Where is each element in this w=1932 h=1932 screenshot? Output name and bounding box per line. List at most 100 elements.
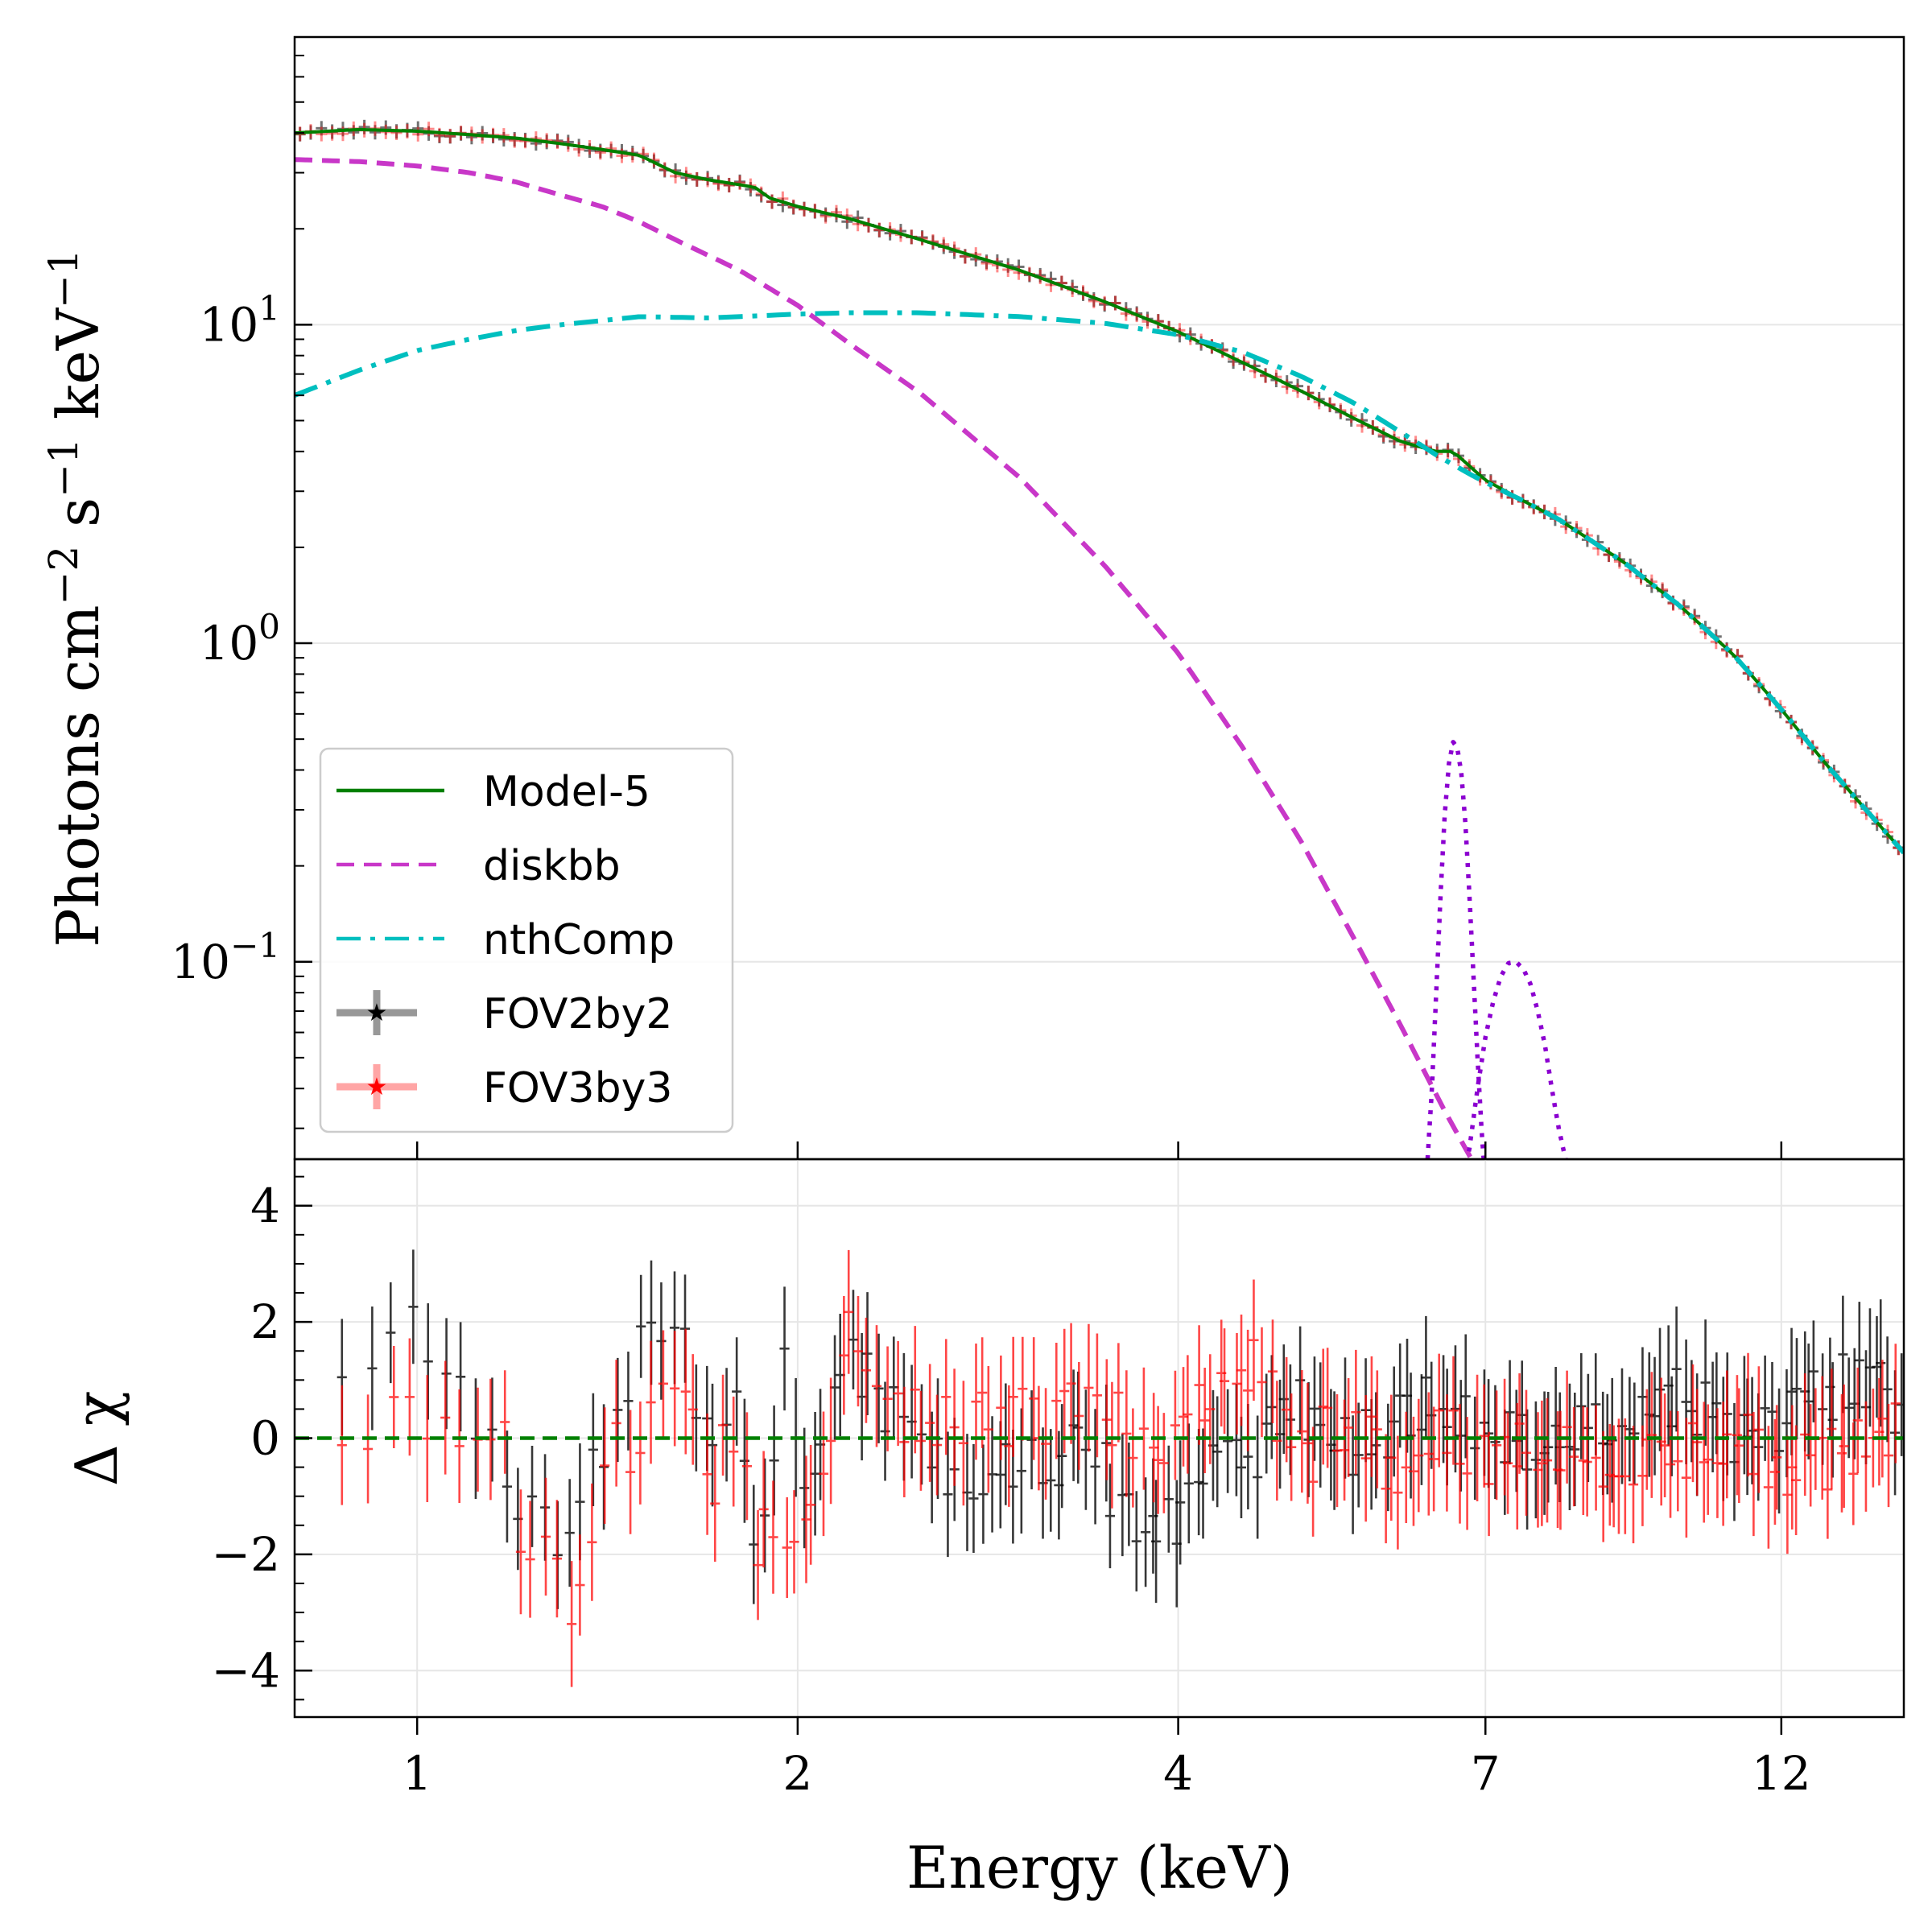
residual-point-fov3by3-124 [1484, 1431, 1494, 1537]
residual-point-fov3by3-15 [575, 1534, 585, 1636]
residual-point-fov3by3-96 [1286, 1393, 1297, 1501]
bot-xtick-label-3: 7 [1471, 1746, 1501, 1801]
top-ytick-label-base-1: 10 [199, 616, 258, 671]
residual-point-fov2by2-52 [943, 1431, 953, 1558]
residual-point-fov3by3-2 [389, 1345, 399, 1449]
legend-item-fov2by2: ★ FOV2by2 [336, 990, 672, 1038]
model-curve-model-5 [295, 127, 1904, 854]
residual-point-fov2by2-86 [1212, 1396, 1223, 1508]
residual-point-fov3by3-92 [1257, 1327, 1267, 1438]
residual-point-fov3by3-65 [1051, 1342, 1062, 1459]
residual-point-fov2by2-16 [588, 1393, 598, 1506]
residual-point-fov3by3-98 [1302, 1382, 1313, 1504]
y-label-photons: Photons cm [44, 605, 112, 947]
residual-point-fov2by2-22 [656, 1282, 667, 1400]
residual-point-fov3by3-48 [910, 1326, 920, 1454]
residual-point-fov3by3-3 [404, 1338, 415, 1456]
residual-point-fov2by2-92 [1261, 1373, 1272, 1474]
residual-point-fov3by3-133 [1542, 1397, 1553, 1523]
residual-point-fov2by2-6 [456, 1322, 466, 1432]
residual-point-fov3by3-62 [1029, 1337, 1039, 1460]
residual-point-fov3by3-188 [1890, 1344, 1901, 1463]
top-ytick-label-exp-1: 0 [258, 607, 280, 646]
residual-point-fov3by3-147 [1637, 1425, 1648, 1526]
residual-point-fov3by3-54 [958, 1381, 968, 1506]
residual-point-fov3by3-173 [1800, 1373, 1810, 1496]
residual-point-fov3by3-111 [1393, 1435, 1403, 1550]
residual-point-fov3by3-40 [839, 1296, 849, 1415]
residual-point-fov3by3-169 [1772, 1405, 1782, 1510]
bot-xtick-label-1: 2 [782, 1746, 812, 1801]
residual-point-fov2by2-34 [779, 1286, 790, 1411]
legend-label-2: nthComp [483, 916, 675, 964]
residual-point-fov3by3-36 [801, 1455, 811, 1583]
residual-point-fov3by3-94 [1272, 1381, 1282, 1501]
legend-label-3: FOV2by2 [483, 990, 672, 1038]
residual-point-fov3by3-87 [1219, 1328, 1230, 1435]
residual-point-fov2by2-122 [1470, 1396, 1480, 1501]
residual-point-fov3by3-80 [1170, 1370, 1180, 1480]
residual-point-fov3by3-47 [899, 1386, 910, 1497]
residual-point-fov2by2-9 [502, 1430, 513, 1543]
residual-point-fov3by3-71 [1101, 1359, 1112, 1480]
residual-point-fov3by3-91 [1249, 1279, 1259, 1402]
spectrum-point-fov2by2-25 [562, 134, 574, 150]
residual-point-fov3by3-114 [1414, 1398, 1424, 1513]
residual-point-fov2by2-186 [1876, 1299, 1886, 1427]
residual-point-fov2by2-19 [623, 1351, 634, 1451]
model-curve-nthcomp [295, 310, 1904, 855]
residual-point-fov3by3-153 [1673, 1410, 1683, 1512]
residual-point-fov3by3-64 [1041, 1388, 1051, 1500]
spectrum-point-fov2by2-41 [734, 174, 746, 189]
residuals-x-ticks: 1 2 4 7 12 [402, 1717, 1811, 1801]
spectrum-x-ticks [415, 1141, 1783, 1159]
residual-data-points [336, 1249, 1904, 1687]
residual-point-fov3by3-49 [915, 1390, 927, 1491]
residual-point-fov2by2-153 [1671, 1306, 1682, 1432]
residual-point-fov2by2-64 [1046, 1429, 1056, 1532]
residual-point-fov3by3-78 [1153, 1406, 1163, 1514]
model-curve-diskbb [295, 157, 1475, 1159]
residual-point-fov2by2-119 [1450, 1345, 1461, 1473]
residual-point-fov3by3-109 [1381, 1434, 1391, 1544]
bottom-gridlines [295, 1159, 1904, 1717]
bot-ytick-label-3: 2 [250, 1294, 280, 1349]
residual-point-fov3by3-56 [977, 1337, 988, 1448]
residual-point-fov2by2-3 [408, 1249, 419, 1364]
spectrum-point-fov2by2-19 [497, 131, 510, 147]
residual-point-fov3by3-127 [1502, 1412, 1513, 1514]
residual-point-fov2by2-168 [1767, 1362, 1777, 1462]
top-ytick-label-base-2: 10 [199, 297, 258, 352]
spectrum-point-fov2by2-11 [412, 121, 424, 136]
residual-point-fov3by3-85 [1205, 1354, 1216, 1464]
residual-point-fov3by3-146 [1628, 1426, 1639, 1544]
spectrum-point-fov2by2-7 [369, 125, 381, 140]
top-ytick-label-1: 100 [199, 607, 280, 671]
y-label-kev: keV [44, 307, 112, 438]
residual-point-fov2by2-78 [1151, 1480, 1162, 1604]
residual-point-fov2by2-37 [810, 1411, 820, 1536]
spectrum-point-fov2by2-5 [348, 125, 360, 140]
legend-item-fov3by3: ★ FOV3by3 [336, 1064, 672, 1113]
y-label-exp-s: −1 [40, 438, 87, 497]
residual-point-fov2by2-108 [1371, 1392, 1381, 1499]
residual-point-fov3by3-152 [1665, 1410, 1676, 1518]
spectrum-point-fov3by3-44 [766, 194, 778, 209]
legend-item-diskbb: diskbb [336, 842, 621, 890]
x-axis-label: Energy (keV) [906, 1834, 1293, 1901]
residual-point-fov3by3-123 [1479, 1384, 1489, 1488]
residual-point-fov2by2-157 [1700, 1319, 1711, 1446]
residual-point-fov3by3-129 [1514, 1373, 1525, 1474]
residual-point-fov2by2-115 [1421, 1315, 1431, 1439]
residual-point-fov3by3-10 [515, 1489, 526, 1615]
residual-point-fov2by2-5 [441, 1318, 452, 1430]
residual-point-fov3by3-166 [1753, 1366, 1764, 1493]
residual-point-fov2by2-61 [1016, 1408, 1026, 1534]
residual-point-fov3by3-73 [1113, 1343, 1124, 1443]
residual-point-fov2by2-180 [1843, 1357, 1854, 1459]
residual-point-fov3by3-28 [717, 1374, 729, 1476]
spectrum-point-fov2by2-44 [766, 194, 778, 209]
residual-point-fov3by3-93 [1267, 1319, 1278, 1424]
spectrum-point-fov2by2-22 [530, 136, 542, 151]
residual-point-fov3by3-115 [1423, 1392, 1434, 1516]
